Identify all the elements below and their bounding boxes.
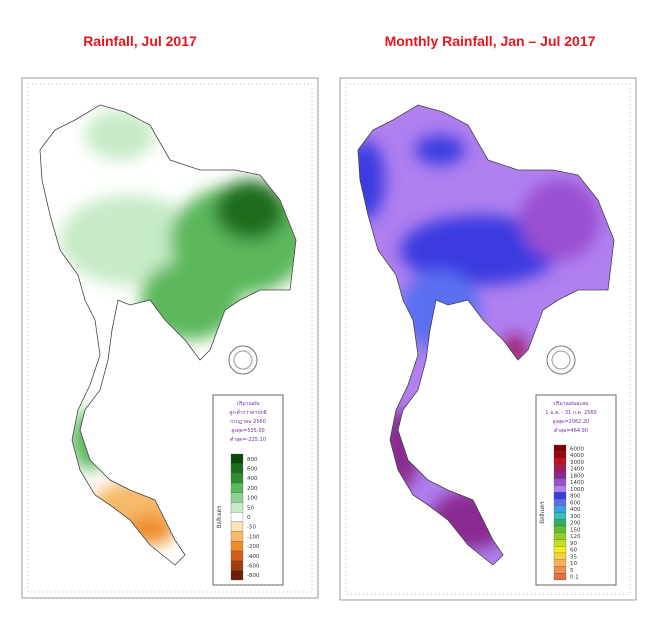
emblem <box>228 345 258 375</box>
legend-label: 800 <box>570 494 581 500</box>
legend-header: 1 ม.ค. - 31 ก.ค. 2560 <box>545 410 596 416</box>
emblem <box>551 350 571 370</box>
legend-label: 10 <box>570 561 577 567</box>
map-title: Monthly Rainfall, Jan – Jul 2017 <box>385 33 596 49</box>
legend-swatch <box>230 531 244 542</box>
legend-swatch <box>230 473 244 484</box>
legend-swatch <box>553 573 567 581</box>
legend-box <box>212 394 284 586</box>
legend-swatch <box>553 512 567 520</box>
legend-header: ปริมาณฝน <box>237 400 261 407</box>
legend-swatch <box>553 478 567 486</box>
legend-swatch <box>553 498 567 506</box>
legend-label: 50 <box>247 505 254 511</box>
legend-swatch <box>553 505 567 513</box>
legend-swatch <box>230 502 244 513</box>
legend-swatch <box>553 552 567 560</box>
legend-label: -200 <box>247 544 260 550</box>
legend-label: 120 <box>570 534 581 540</box>
legend-label: 100 <box>247 496 258 502</box>
legend-label: -50 <box>247 525 256 531</box>
legend-label: 4000 <box>570 453 584 459</box>
legend-label: 0.1 <box>570 575 579 581</box>
legend-header: ปริมาณฝนสะสม <box>553 400 588 407</box>
legend-label: 90 <box>570 541 577 547</box>
legend-label: 200 <box>247 486 258 492</box>
legend-swatch <box>553 566 567 574</box>
legend: ปริมาณฝนสะสม 1 ม.ค. - 31 ก.ค. 2560 สูงสุด=… <box>539 400 597 581</box>
legend-swatch <box>553 465 567 473</box>
legend-label: 5 <box>570 568 574 574</box>
legend-label: 800 <box>247 457 258 463</box>
legend-swatch <box>230 463 244 474</box>
legend-label: 60 <box>570 548 577 554</box>
legend-label: 600 <box>247 467 258 473</box>
legend-swatch <box>553 519 567 527</box>
legend-swatch <box>553 532 567 540</box>
legend-unit: มิลลิเมตร <box>539 501 546 524</box>
legend-label: 400 <box>570 507 581 513</box>
legend-label: 300 <box>570 514 581 520</box>
legend-label: -800 <box>247 573 260 579</box>
legend-swatch <box>553 525 567 533</box>
legend-swatch <box>230 550 244 561</box>
legend-swatch <box>553 458 567 466</box>
legend-swatch <box>553 471 567 479</box>
legend-label: 35 <box>570 554 577 560</box>
legend-header: สูง-ต่ำกว่าค่าปกติ <box>229 409 267 416</box>
map-graticule <box>345 83 631 595</box>
legend-label: -100 <box>247 534 260 540</box>
legend-swatch <box>230 512 244 522</box>
legend-swatch <box>230 521 244 532</box>
legend-header: กรกฎาคม 2560 <box>230 419 266 425</box>
legend-label: 1400 <box>570 480 584 486</box>
legend-box <box>535 394 617 586</box>
legend-swatch <box>230 492 244 503</box>
legend-swatch <box>230 541 244 552</box>
legend-header: ต่ำสุด=464.90 <box>554 427 588 434</box>
legend-swatch <box>230 453 244 464</box>
legend-label: 6000 <box>570 446 584 452</box>
legend-label: 1000 <box>570 487 584 493</box>
map-title: Rainfall, Jul 2017 <box>83 33 197 49</box>
legend-header: สูงสุด=2062.20 <box>553 419 590 425</box>
legend-label: 2400 <box>570 467 584 473</box>
legend-label: 0 <box>247 515 251 521</box>
legend-label: -400 <box>247 554 260 560</box>
legend-label: 150 <box>570 527 581 533</box>
legend-swatch <box>553 485 567 493</box>
legend: ปริมาณฝนสูง-ต่ำกว่าค่าปกติกรกฎาคม 2560 สู… <box>216 400 267 581</box>
emblem <box>233 350 253 370</box>
legend-label: 3000 <box>570 460 584 466</box>
legend-swatch <box>230 560 244 571</box>
legend-label: 200 <box>570 521 581 527</box>
legend-header: ต่ำสุด=-225.10 <box>230 436 266 443</box>
legend-swatch <box>553 559 567 567</box>
legend-label: -600 <box>247 563 260 569</box>
legend-header: สูงสุด=535.00 <box>231 428 264 434</box>
legend-label: 600 <box>570 500 581 506</box>
legend-swatch <box>553 444 567 452</box>
legend-swatch <box>553 546 567 554</box>
legend-swatch <box>553 492 567 500</box>
legend-swatch <box>553 451 567 459</box>
legend-unit: มิลลิเมตร <box>216 506 223 529</box>
legend-swatch <box>553 539 567 547</box>
emblem <box>546 345 576 375</box>
legend-label: 400 <box>247 476 258 482</box>
legend-label: 1800 <box>570 473 584 479</box>
legend-swatch <box>230 482 244 493</box>
legend-swatch <box>230 570 244 581</box>
